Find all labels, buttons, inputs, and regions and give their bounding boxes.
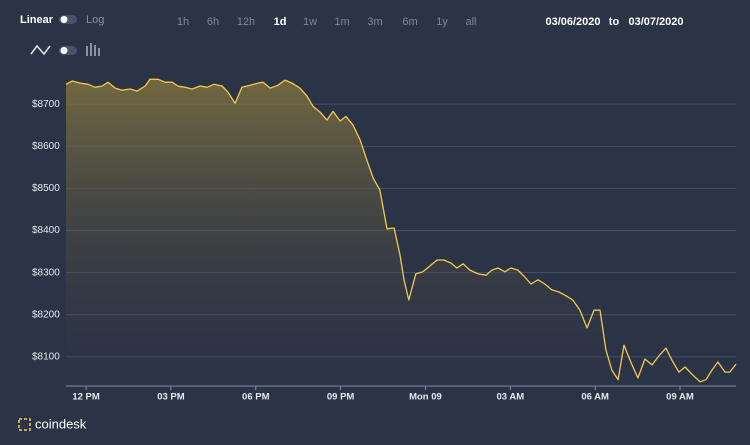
range-button[interactable]: 1y (436, 16, 448, 28)
y-tick-label: $8300 (32, 267, 60, 278)
range-button[interactable]: 6h (207, 16, 219, 28)
x-tick-label: 03 PM (157, 392, 185, 403)
date-from[interactable]: 03/06/2020 (545, 16, 600, 28)
bar-style-icon[interactable] (86, 43, 100, 56)
y-tick-label: $8400 (32, 225, 60, 236)
price-line (65, 78, 737, 383)
scale-option[interactable]: Log (86, 14, 104, 26)
x-tick-label: 06 PM (242, 392, 270, 403)
range-button[interactable]: 12h (237, 16, 255, 28)
x-tick-label: 06 AM (581, 392, 609, 403)
scale-option[interactable]: Linear (20, 14, 54, 26)
range-button[interactable]: 1d (274, 16, 287, 28)
brand-icon (18, 418, 31, 431)
y-tick-label: $8500 (32, 183, 60, 194)
x-tick-label: Mon 09 (409, 392, 442, 403)
range-button[interactable]: 1m (334, 16, 349, 28)
price-area (66, 79, 736, 387)
date-separator: to (609, 16, 620, 28)
range-button[interactable]: 1w (303, 16, 317, 28)
y-tick-label: $8700 (32, 99, 60, 110)
x-tick-label: 12 PM (72, 392, 100, 403)
x-tick-label: 03 AM (496, 392, 524, 403)
date-to[interactable]: 03/07/2020 (628, 16, 683, 28)
range-button[interactable]: all (465, 16, 476, 28)
range-button[interactable]: 1h (177, 16, 189, 28)
brand: coindesk (35, 416, 87, 431)
x-tick-label: 09 PM (327, 392, 355, 403)
scale-toggle-knob (60, 16, 68, 23)
x-tick-label: 09 AM (666, 392, 694, 403)
line-style-icon[interactable] (30, 44, 51, 56)
range-button[interactable]: 6m (402, 16, 417, 28)
y-tick-label: $8600 (32, 141, 60, 152)
y-tick-label: $8100 (32, 352, 60, 363)
range-button[interactable]: 3m (367, 16, 382, 28)
y-tick-label: $8200 (32, 309, 60, 320)
style-toggle-knob (60, 47, 68, 54)
